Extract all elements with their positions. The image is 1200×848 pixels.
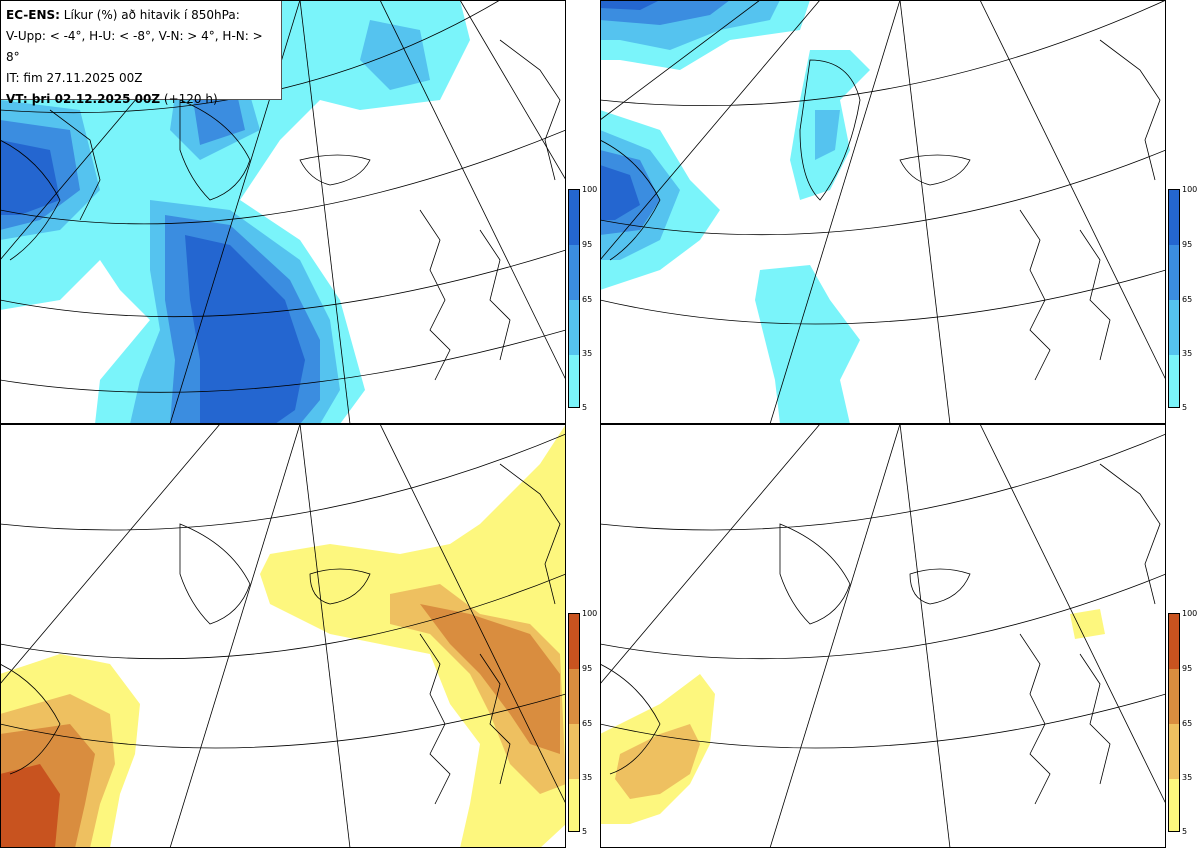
panel-warm-8: [600, 424, 1166, 848]
panel-cold-4: EC-ENS: Líkur (%) að hitavik í 850hPa: V…: [0, 0, 566, 424]
map-warm-8: [600, 424, 1166, 848]
graticule: [0, 424, 566, 848]
panel-cold-8: [600, 0, 1166, 424]
graticule: [600, 424, 1166, 848]
colorbar-tick: 5: [1182, 403, 1188, 412]
colorbar-blue-top-left: [568, 189, 580, 408]
colorbar-tick: 35: [582, 773, 593, 782]
prob-area-35: [0, 20, 430, 424]
colorbar-tick: 5: [1182, 827, 1188, 836]
prob-area-35: [615, 724, 700, 799]
prob-area-95: [600, 0, 660, 220]
graticule: [600, 0, 1166, 424]
prob-area-95: [0, 764, 60, 848]
colorbar-tick: 5: [582, 827, 588, 836]
colorbar-tick: 65: [582, 719, 593, 728]
init-time-line: IT: fim 27.11.2025 00Z: [6, 71, 143, 85]
coastlines: [0, 39, 561, 381]
colorbar-orange-bottom-right: [1168, 613, 1180, 832]
map-cold-4: [0, 0, 566, 424]
prob-area-5: [600, 609, 1105, 824]
colorbar-tick: 95: [1182, 240, 1193, 249]
info-box: EC-ENS: Líkur (%) að hitavik í 850hPa: V…: [0, 0, 282, 106]
colorbar-tick: 100: [582, 185, 598, 194]
colorbar-tick: 95: [582, 664, 593, 673]
map-warm-4: [0, 424, 566, 848]
colorbar-tick: 65: [582, 295, 593, 304]
prob-area-35: [600, 0, 840, 260]
colorbar-orange-bottom-left: [568, 613, 580, 832]
colorbar-tick: 65: [1182, 295, 1193, 304]
map-cold-8: [600, 0, 1166, 424]
colorbar-tick: 35: [1182, 773, 1193, 782]
colorbar-tick: 5: [582, 403, 588, 412]
colorbar-tick: 35: [582, 349, 593, 358]
colorbar-tick: 95: [582, 240, 593, 249]
thresholds-line: V-Upp: < -4°, H-U: < -8°, V-N: > 4°, H-N…: [6, 29, 263, 64]
graticule: [0, 0, 566, 424]
prob-area-65: [600, 0, 730, 235]
colorbar-tick: 35: [1182, 349, 1193, 358]
valid-time-line: VT: þri 02.12.2025 00Z (+120 h): [6, 92, 218, 106]
colorbar-tick: 100: [1182, 185, 1198, 194]
colorbar-blue-top-right: [1168, 189, 1180, 408]
colorbar-tick: 100: [582, 609, 598, 618]
colorbar-tick: 100: [1182, 609, 1198, 618]
prob-area-95: [0, 140, 305, 424]
colorbar-tick: 65: [1182, 719, 1193, 728]
panel-warm-4: [0, 424, 566, 848]
colorbar-tick: 95: [1182, 664, 1193, 673]
coastlines: [600, 39, 1161, 381]
title-line: EC-ENS: Líkur (%) að hitavik í 850hPa:: [6, 8, 240, 22]
coastlines: [600, 463, 1161, 805]
coastlines: [0, 463, 561, 805]
